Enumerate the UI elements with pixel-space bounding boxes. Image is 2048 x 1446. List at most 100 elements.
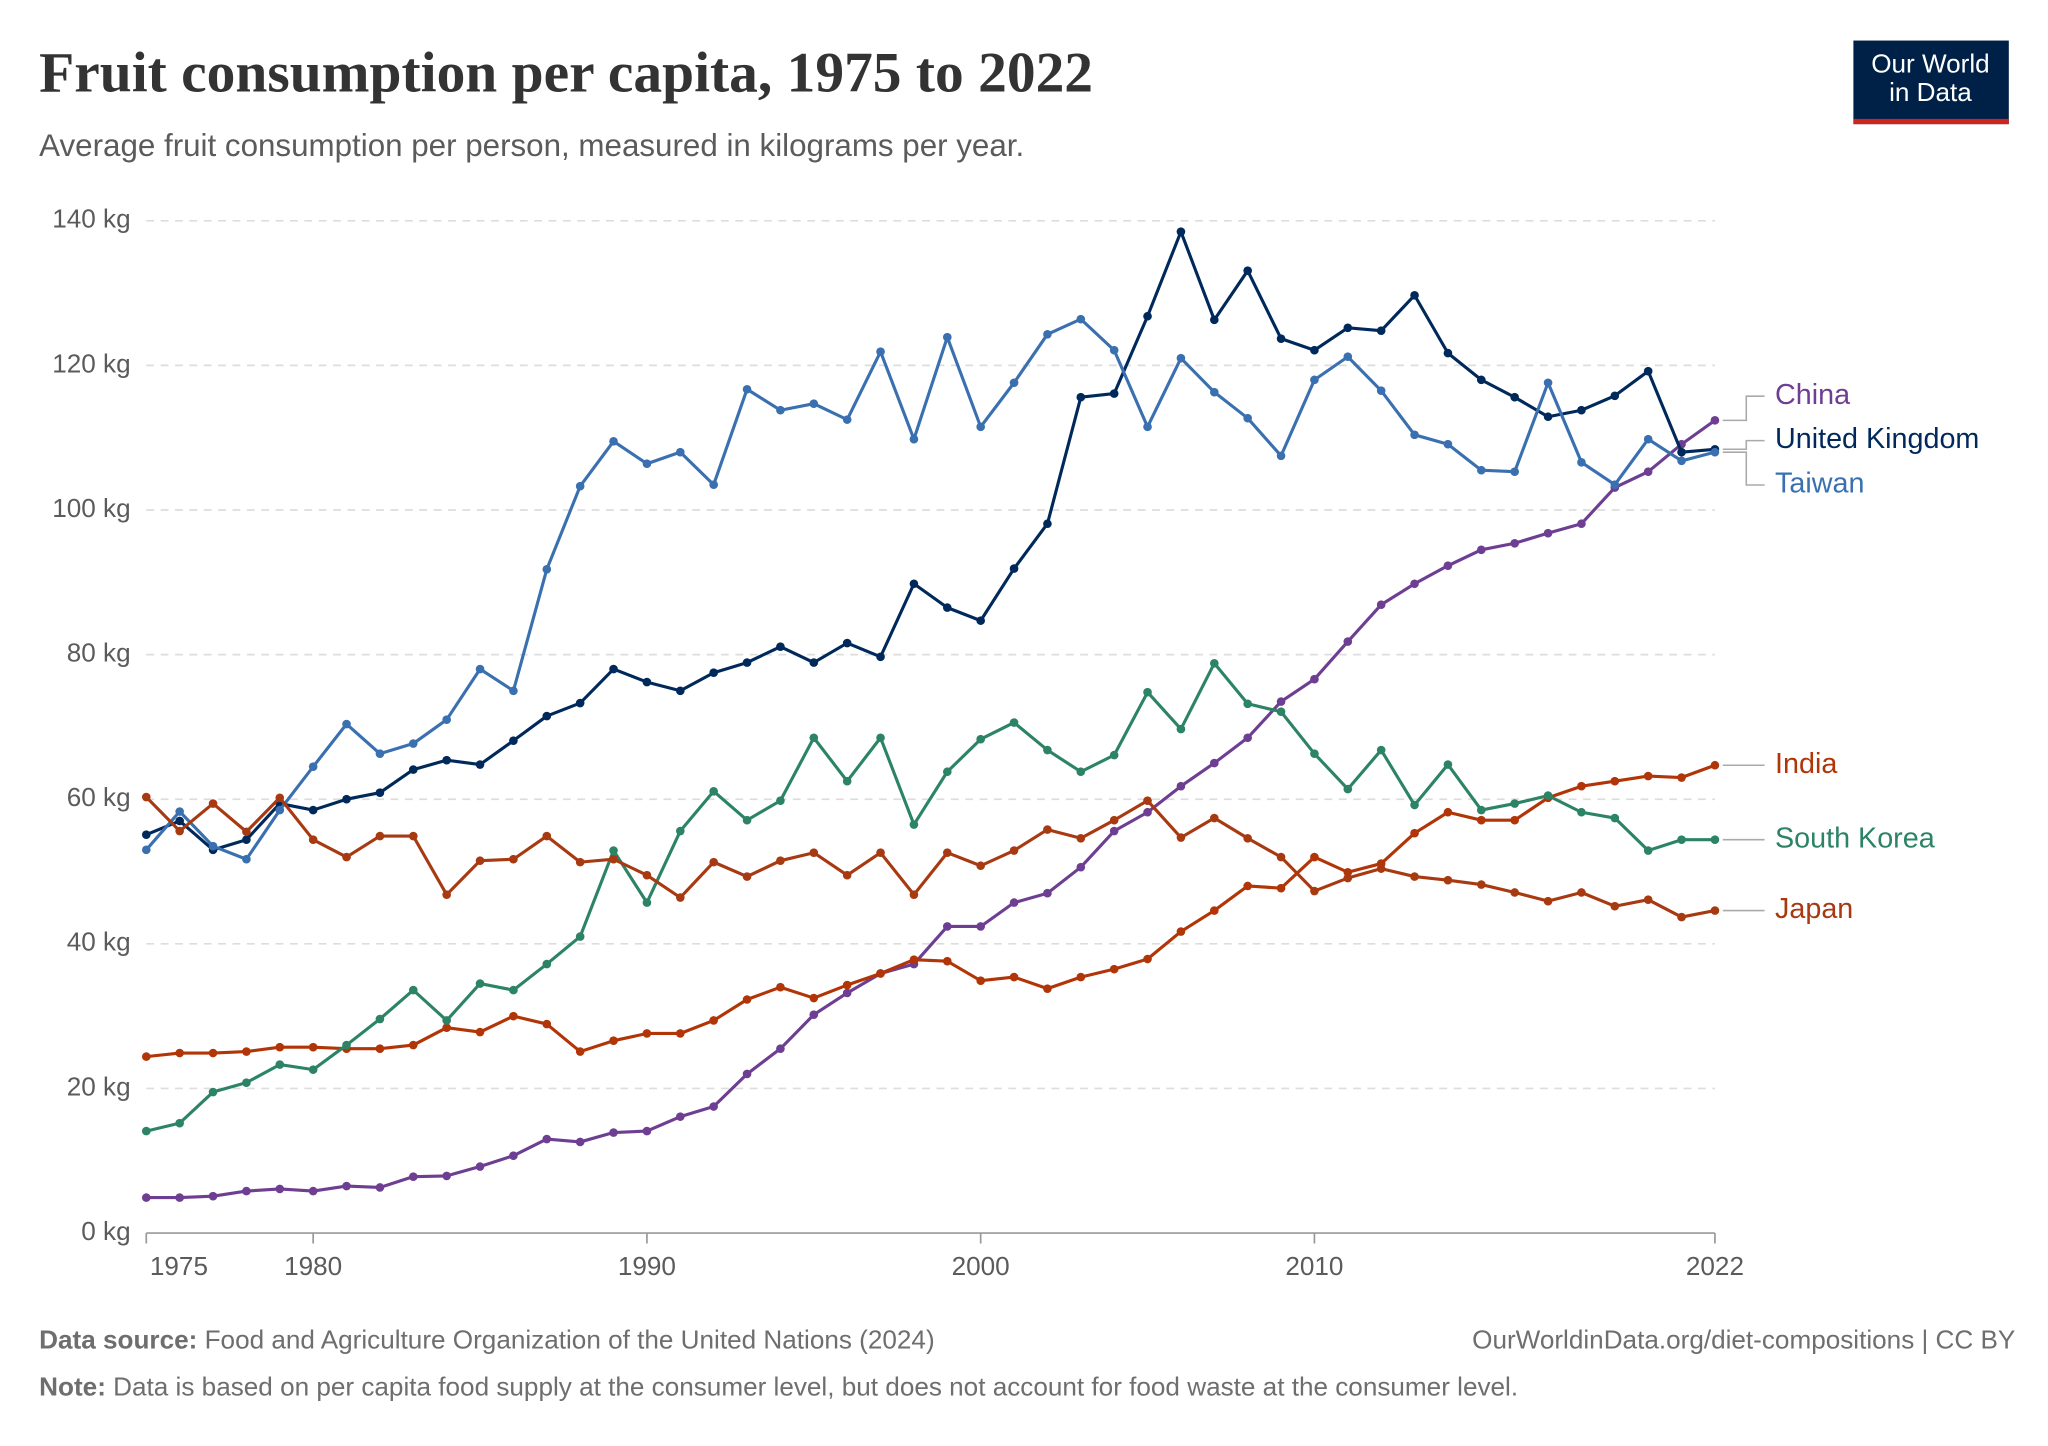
point: [1376, 326, 1386, 336]
point: [1143, 422, 1152, 432]
point: [809, 658, 819, 667]
point: [175, 816, 184, 826]
point: [242, 827, 251, 837]
point: [475, 760, 485, 769]
point: [1109, 826, 1119, 836]
point: [1076, 833, 1086, 843]
point: [141, 845, 151, 855]
source-label: Data source:: [39, 1324, 197, 1354]
point: [1243, 266, 1252, 275]
note-label: Note:: [39, 1371, 106, 1401]
point: [709, 857, 718, 867]
point: [1109, 345, 1119, 355]
logo-box: [1853, 40, 2009, 125]
point: [475, 856, 485, 865]
legend-label: United Kingdom: [1775, 423, 1979, 455]
point: [242, 835, 251, 845]
point: [1276, 451, 1286, 461]
point: [909, 890, 919, 899]
point: [675, 1112, 685, 1121]
point: [709, 786, 718, 796]
point: [1310, 886, 1319, 896]
point: [742, 995, 752, 1004]
point: [1176, 724, 1186, 734]
point: [909, 579, 919, 589]
point: [242, 1186, 251, 1196]
point: [1610, 480, 1620, 490]
point: [408, 1172, 418, 1181]
point: [141, 1126, 151, 1136]
point: [942, 332, 952, 342]
point: [609, 1128, 618, 1137]
point: [1143, 807, 1152, 817]
point: [408, 765, 418, 774]
point: [275, 1060, 285, 1069]
point: [976, 922, 985, 931]
y-tick-label: 120 kg: [52, 348, 130, 378]
point: [509, 686, 518, 696]
chart-title: Fruit consumption per capita, 1975 to 20…: [39, 42, 1093, 105]
series: [141, 792, 1720, 922]
point: [1009, 378, 1019, 388]
series: [141, 658, 1720, 1136]
point: [909, 434, 919, 444]
point: [842, 980, 852, 990]
point: [1143, 687, 1152, 697]
point: [1577, 405, 1586, 415]
point: [1043, 745, 1052, 755]
point: [1543, 412, 1553, 422]
line: [146, 763, 1716, 1059]
point: [1443, 760, 1453, 769]
source-link[interactable]: OurWorldinData.org/diet-compositions | C…: [1472, 1324, 2015, 1354]
point: [1109, 750, 1119, 760]
point: [976, 976, 985, 986]
y-tick-label: 20 kg: [67, 1071, 131, 1101]
point: [942, 922, 952, 931]
point: [1610, 901, 1620, 911]
point: [442, 1016, 451, 1025]
note-text: Data is based on per capita food supply …: [113, 1371, 1518, 1401]
point: [1343, 323, 1353, 333]
point: [1209, 315, 1219, 325]
point: [242, 1047, 251, 1056]
label-connector: [1722, 451, 1765, 486]
point: [175, 1048, 184, 1058]
point: [609, 854, 618, 864]
point: [442, 1023, 451, 1033]
point: [1043, 330, 1052, 339]
point: [609, 1036, 618, 1046]
source-text: Food and Agriculture Organization of the…: [205, 1324, 935, 1354]
legend-label: Japan: [1775, 893, 1853, 925]
point: [509, 1011, 518, 1021]
point: [809, 848, 819, 858]
point: [1143, 796, 1152, 805]
series: [141, 314, 1720, 864]
point: [1577, 781, 1586, 791]
point: [1076, 862, 1086, 872]
label-connector: [1722, 439, 1765, 451]
point: [675, 686, 685, 696]
point: [1677, 835, 1686, 845]
point: [141, 1052, 151, 1061]
point: [1143, 311, 1152, 321]
y-tick-label: 60 kg: [67, 782, 131, 812]
x-tick-label: 2010: [1285, 1251, 1343, 1281]
point: [509, 854, 518, 864]
point: [575, 698, 585, 708]
point: [1209, 658, 1219, 668]
point: [242, 1078, 251, 1087]
logo[interactable]: Our World in Data: [1853, 40, 2009, 125]
point: [1577, 457, 1586, 467]
point: [1577, 807, 1586, 817]
point: [1610, 813, 1620, 823]
point: [141, 1193, 151, 1202]
point: [342, 794, 351, 804]
point: [609, 437, 618, 446]
point: [1710, 416, 1720, 425]
point: [842, 776, 852, 786]
point: [1677, 773, 1686, 782]
y-tick-label: 40 kg: [67, 927, 131, 957]
point: [776, 405, 785, 415]
x-tick-label: 1990: [618, 1251, 676, 1281]
